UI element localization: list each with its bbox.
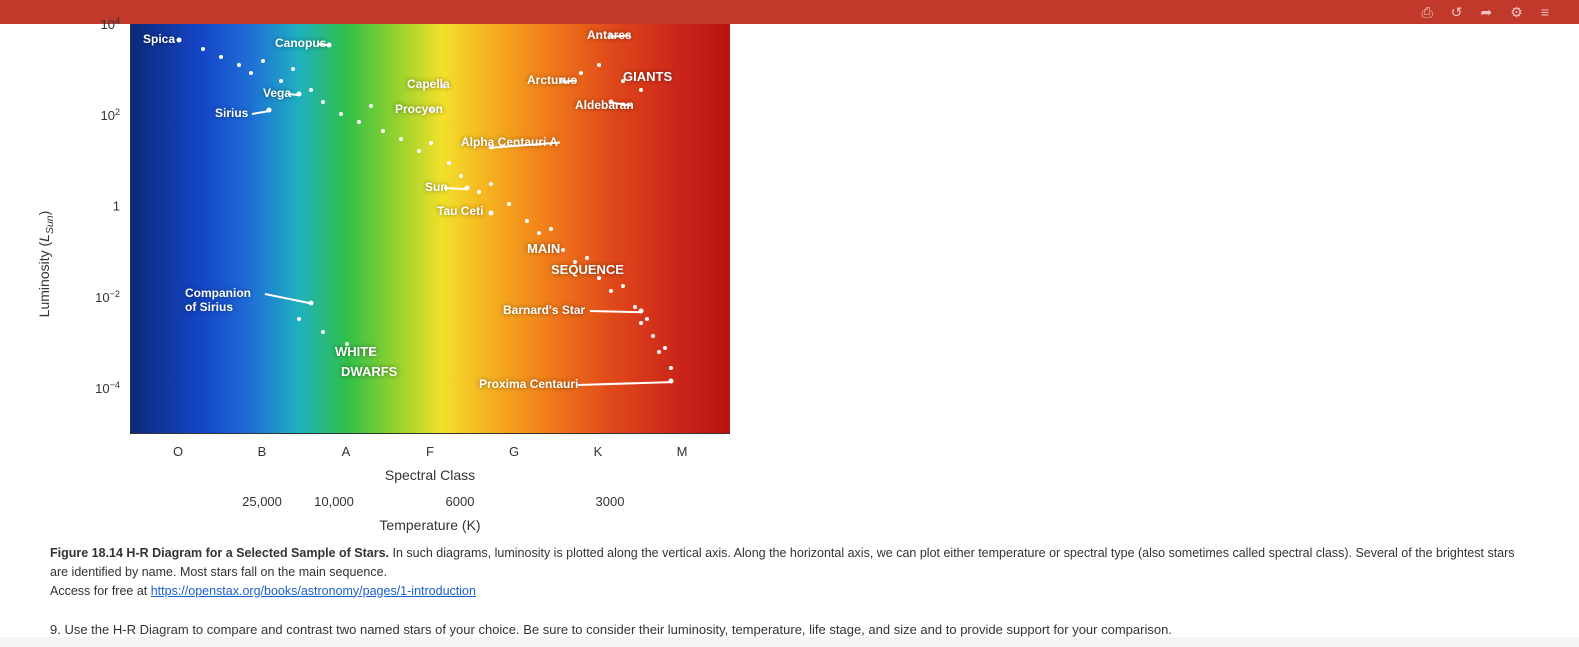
x-axis-temperature-label: Temperature (K)	[130, 517, 730, 533]
x-tick-spectral: B	[258, 444, 267, 459]
star-label: Vega	[263, 86, 291, 100]
scatter-dot	[669, 366, 673, 370]
x-tick-temperature: 3000	[596, 494, 625, 509]
star-label: Sirius	[215, 106, 248, 120]
x-tick-spectral: M	[677, 444, 688, 459]
scatter-dot	[639, 88, 643, 92]
scatter-dot	[399, 137, 403, 141]
y-tick: 10−4	[95, 380, 120, 396]
x-tick-spectral: K	[594, 444, 603, 459]
scatter-dot	[477, 190, 481, 194]
top-toolbar: ⎙ ↺ ➦ ⚙ ≡	[0, 0, 1579, 24]
star-label: Barnard's Star	[503, 303, 585, 317]
scatter-dot	[585, 256, 589, 260]
star-label: Companionof Sirius	[185, 286, 251, 314]
star-label: Tau Ceti	[437, 204, 483, 218]
scatter-dot	[381, 129, 385, 133]
y-axis-ticks: 104102110−210−4	[84, 24, 124, 434]
question-number: 9.	[50, 622, 61, 637]
share-icon[interactable]: ➦	[1481, 4, 1493, 21]
access-prefix: Access for free at	[50, 584, 151, 598]
caption-title: Figure 18.14 H-R Diagram for a Selected …	[50, 546, 389, 560]
scatter-dot	[249, 71, 253, 75]
x-tick-temperature: 10,000	[314, 494, 354, 509]
printer-icon[interactable]: ⎙	[1422, 4, 1433, 21]
scatter-dot	[657, 350, 661, 354]
scatter-dot	[597, 63, 601, 67]
region-label: MAIN	[527, 241, 560, 256]
x-tick-spectral: O	[173, 444, 183, 459]
question-body: Use the H-R Diagram to compare and contr…	[61, 622, 1172, 637]
region-label: DWARFS	[341, 364, 397, 379]
x-tick-spectral: G	[509, 444, 519, 459]
scatter-dot	[291, 67, 295, 71]
scatter-dot	[561, 248, 565, 252]
scatter-dot	[639, 321, 643, 325]
star-dot	[177, 38, 182, 43]
star-label: Spica	[143, 32, 175, 46]
scatter-dot	[309, 88, 313, 92]
figure-caption: Figure 18.14 H-R Diagram for a Selected …	[50, 544, 1530, 600]
region-label: WHITE	[335, 344, 377, 359]
scatter-dot	[645, 317, 649, 321]
x-tick-temperature: 25,000	[242, 494, 282, 509]
star-label: Proxima Centauri	[479, 377, 578, 391]
x-axis-spectral-label: Spectral Class	[130, 467, 730, 483]
region-label: GIANTS	[623, 69, 672, 84]
scatter-dot	[459, 174, 463, 178]
scatter-dot	[339, 112, 343, 116]
scatter-dot	[417, 149, 421, 153]
scatter-dot	[537, 231, 541, 235]
scatter-dot	[219, 55, 223, 59]
star-label: Capella	[407, 77, 450, 91]
y-tick: 10−2	[95, 289, 120, 305]
gear-icon[interactable]: ⚙	[1510, 4, 1523, 21]
access-link[interactable]: https://openstax.org/books/astronomy/pag…	[151, 584, 476, 598]
y-tick: 104	[100, 16, 120, 32]
scatter-dot	[633, 305, 637, 309]
scatter-dot	[651, 334, 655, 338]
hr-diagram-chart: Luminosity (LSun) 104102110−210−4 GIANTS…	[50, 24, 770, 504]
scatter-dot	[489, 182, 493, 186]
scatter-dot	[549, 227, 553, 231]
star-dot	[489, 210, 494, 215]
scatter-dot	[321, 100, 325, 104]
plot-area: GIANTSMAINSEQUENCEWHITEDWARFSSpicaCanopu…	[130, 24, 730, 434]
undo-icon[interactable]: ↺	[1451, 4, 1463, 21]
y-axis-label: Luminosity (LSun)	[36, 211, 56, 318]
scatter-dot	[525, 219, 529, 223]
region-label: SEQUENCE	[551, 262, 624, 277]
scatter-dot	[201, 47, 205, 51]
scatter-dot	[297, 317, 301, 321]
scatter-dot	[429, 141, 433, 145]
scatter-dot	[579, 71, 583, 75]
scatter-dot	[237, 63, 241, 67]
y-tick: 1	[113, 199, 120, 214]
menu-icon[interactable]: ≡	[1541, 4, 1549, 20]
scatter-dot	[279, 79, 283, 83]
x-tick-spectral: F	[426, 444, 434, 459]
scatter-dot	[447, 161, 451, 165]
scatter-dot	[357, 120, 361, 124]
question-text: 9. Use the H-R Diagram to compare and co…	[50, 622, 1539, 637]
x-tick-temperature: 6000	[446, 494, 475, 509]
scatter-dot	[609, 289, 613, 293]
scatter-dot	[369, 104, 373, 108]
scatter-dot	[663, 346, 667, 350]
x-tick-spectral: A	[342, 444, 351, 459]
star-label: Procyon	[395, 102, 443, 116]
scatter-dot	[621, 284, 625, 288]
y-tick: 102	[100, 107, 120, 123]
scatter-dot	[321, 330, 325, 334]
scatter-dot	[507, 202, 511, 206]
page-content: Luminosity (LSun) 104102110−210−4 GIANTS…	[0, 24, 1579, 637]
scatter-dot	[261, 59, 265, 63]
